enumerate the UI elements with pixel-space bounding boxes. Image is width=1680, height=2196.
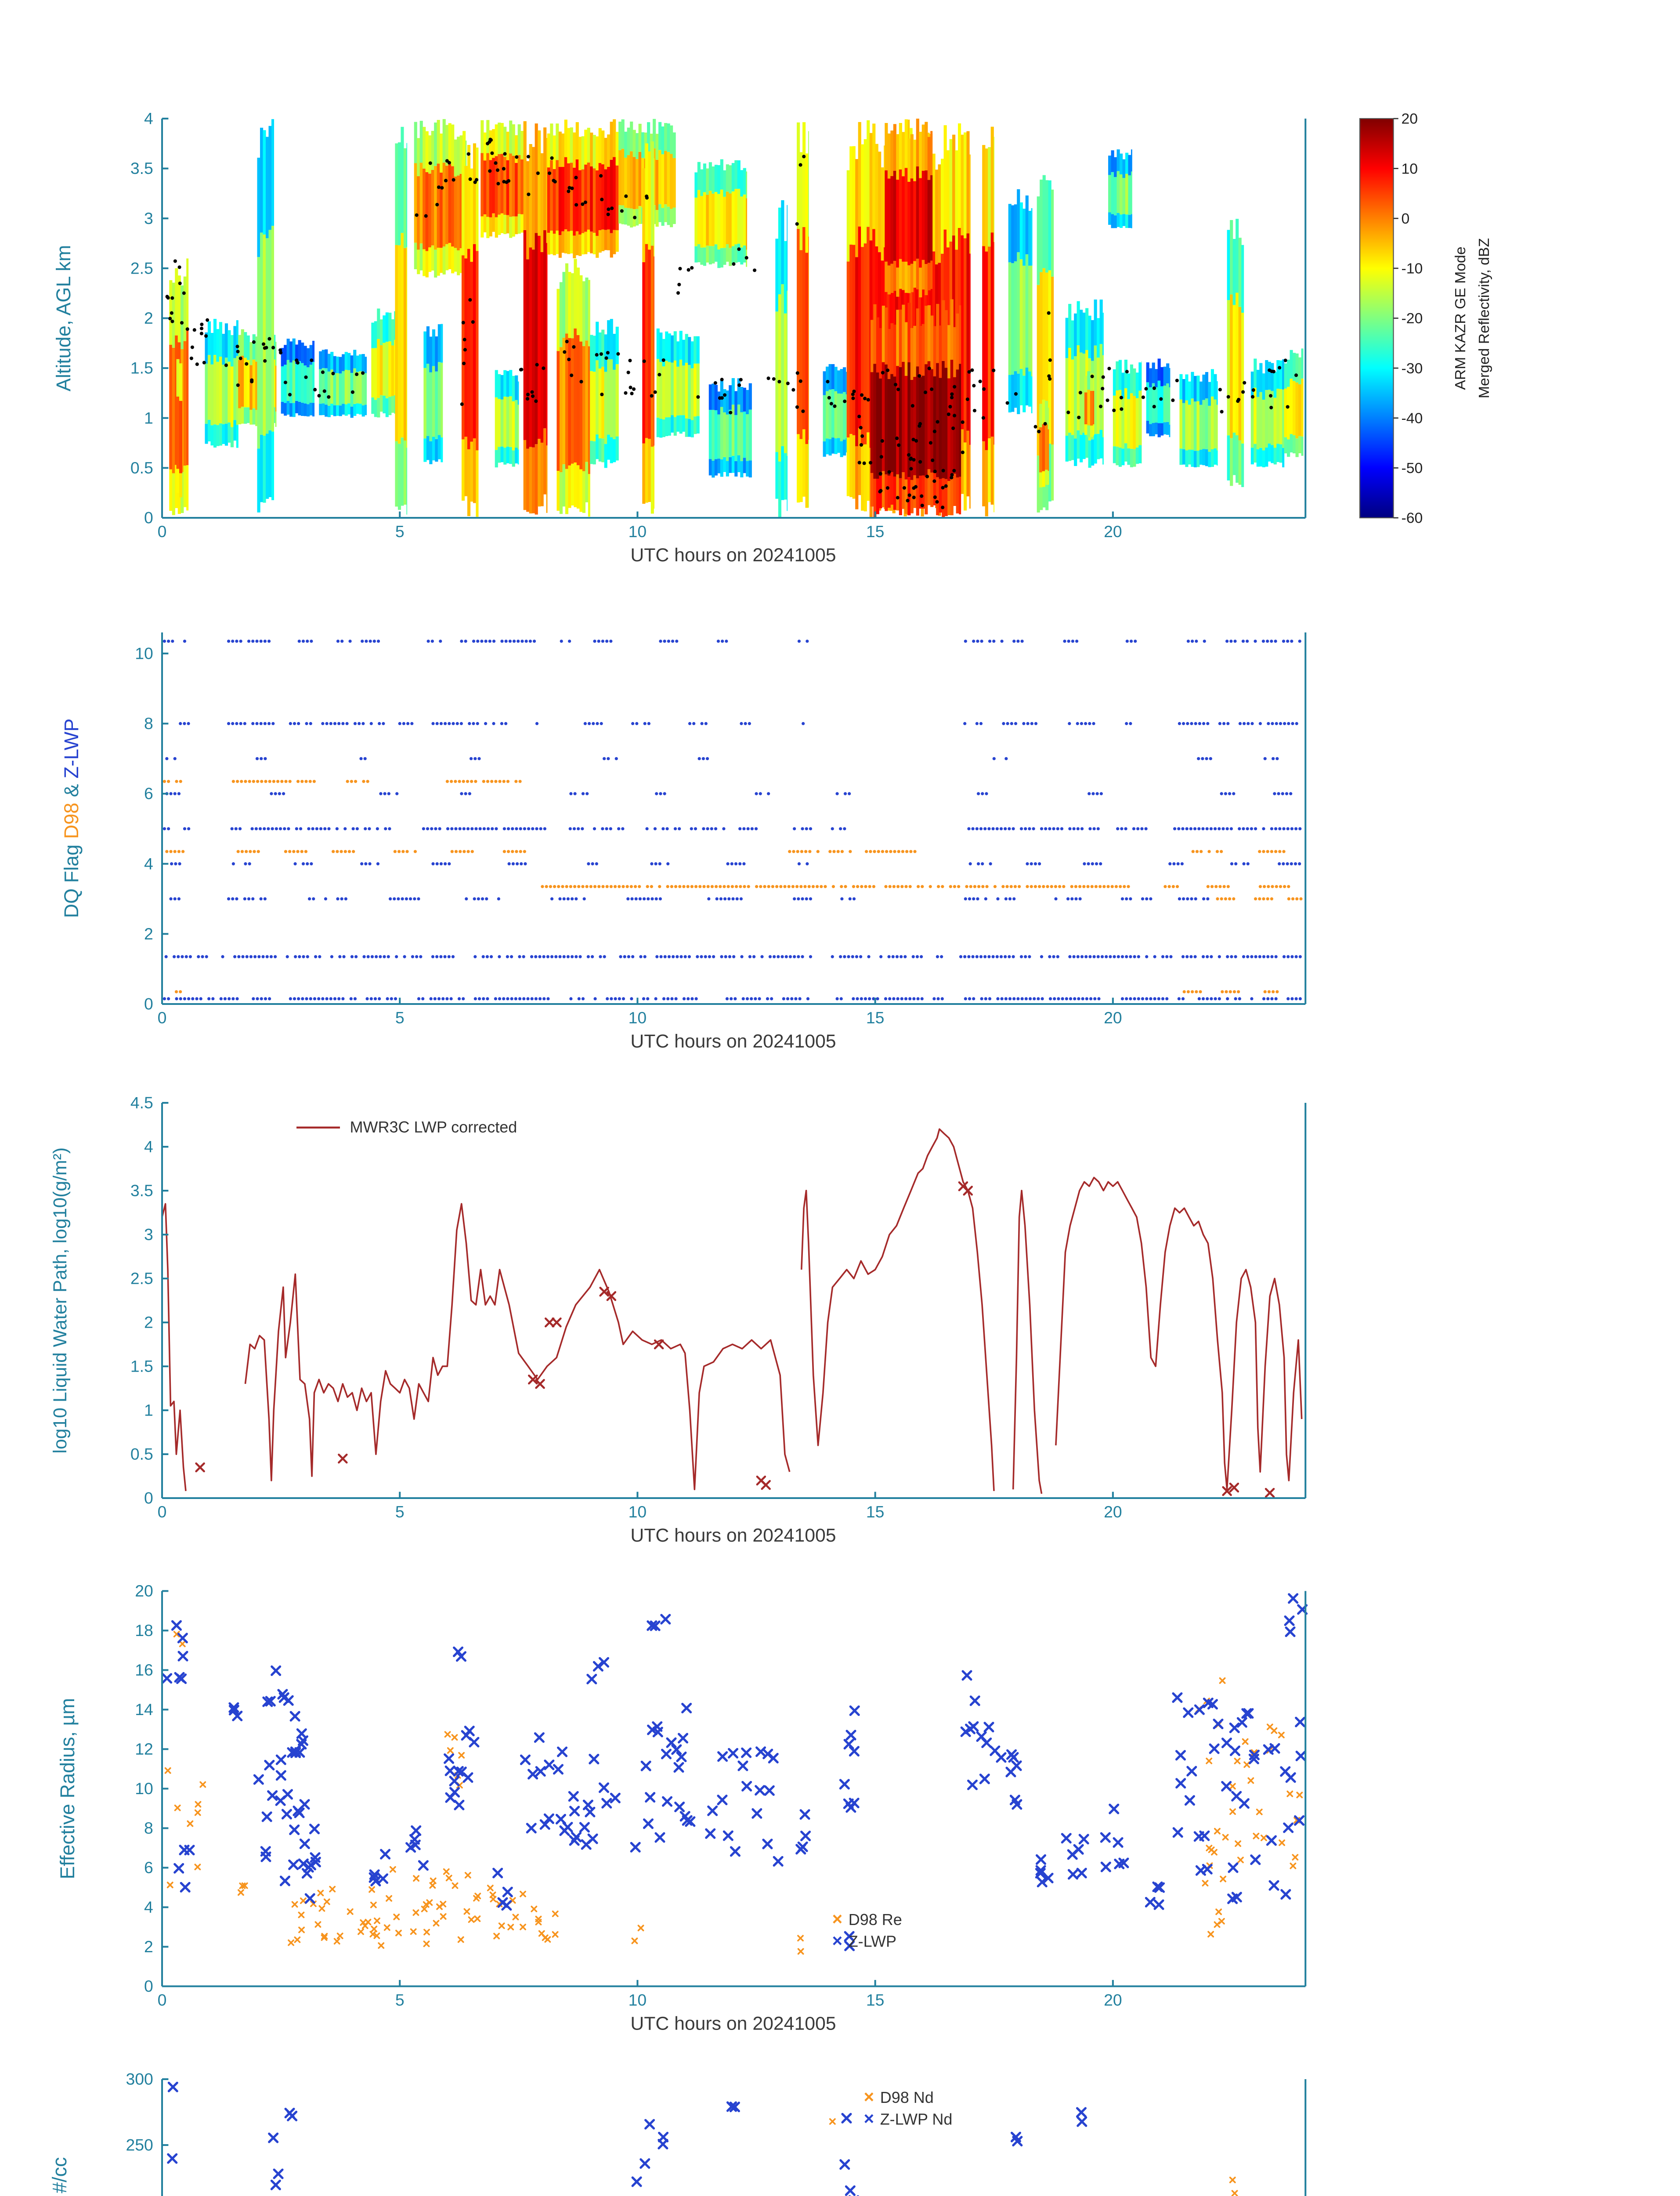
svg-text:18: 18 [135,1621,153,1640]
svg-text:6: 6 [144,1858,153,1877]
svg-text:3: 3 [144,209,153,228]
dqflag-xlabel: UTC hours on 20241005 [630,1032,836,1054]
svg-text:4: 4 [144,1138,153,1156]
svg-text:0: 0 [158,522,167,541]
svg-text:2.5: 2.5 [130,259,153,277]
svg-text:-10: -10 [1402,260,1423,277]
svg-text:5: 5 [395,1008,405,1027]
svg-text:2: 2 [144,309,153,327]
svg-text:5: 5 [395,1991,405,2009]
svg-text:-40: -40 [1402,410,1423,426]
svg-text:4.5: 4.5 [130,1094,153,1112]
svg-text:0: 0 [144,509,153,527]
svg-text:3.5: 3.5 [130,159,153,177]
radius-xlabel: UTC hours on 20241005 [630,2014,836,2036]
dqflag-ylabel-part4: Z-LWP [62,718,84,779]
colorbar-label: ARM KAZR GE Mode Merged Reflectivity, dB… [1449,238,1496,398]
svg-text:0: 0 [144,995,153,1013]
svg-text:20: 20 [1104,522,1122,541]
svg-text:1.5: 1.5 [130,1357,153,1376]
svg-text:4: 4 [144,109,153,128]
svg-text:10: 10 [135,644,153,662]
svg-text:20: 20 [1104,1991,1122,2009]
x-marker-icon: × [863,2109,874,2129]
radius-legend-zlwp: Z-LWP [848,1933,897,1951]
svg-text:2: 2 [144,1313,153,1332]
svg-text:8: 8 [144,714,153,733]
lwp-legend-label: MWR3C LWP corrected [350,1119,517,1137]
svg-text:10: 10 [629,1991,647,2009]
svg-text:15: 15 [866,1503,885,1521]
svg-text:15: 15 [866,522,885,541]
svg-text:0: 0 [158,1503,167,1521]
svg-text:10: 10 [629,522,647,541]
svg-text:-50: -50 [1402,460,1423,477]
svg-text:16: 16 [135,1661,153,1679]
svg-text:-30: -30 [1402,360,1423,377]
svg-text:0: 0 [144,1977,153,1995]
droplet-legend: × D98 Nd × Z-LWP Nd [864,2087,953,2131]
droplet-legend-zlwp: Z-LWP Nd [880,2111,953,2129]
svg-text:20: 20 [1104,1503,1122,1521]
dqflag-ylabel-part1: DQ Flag [62,839,84,918]
svg-text:14: 14 [135,1700,153,1719]
lwp-ylabel: log10 Liquid Water Path, log10(g/m²) [50,1147,72,1454]
x-marker-icon: × [863,2087,874,2107]
radius-legend-d98: D98 Re [848,1911,902,1929]
reflectivity-ylabel: Altitude, AGL km [54,245,76,392]
reflectivity-xlabel: UTC hours on 20241005 [630,545,836,567]
x-marker-icon: × [832,1909,843,1929]
svg-text:0: 0 [158,1991,167,2009]
radius-ylabel: Effective Radius, µm [58,1698,80,1879]
svg-text:12: 12 [135,1740,153,1758]
svg-text:0: 0 [1402,210,1410,227]
dqflag-ylabel: DQ Flag D98 & Z-LWP [62,719,84,918]
svg-text:3: 3 [144,1225,153,1244]
svg-text:15: 15 [866,1991,885,2009]
svg-text:10: 10 [629,1008,647,1027]
svg-text:2.5: 2.5 [130,1269,153,1288]
svg-text:5: 5 [395,1503,405,1521]
lwp-legend: MWR3C LWP corrected [296,1119,517,1137]
svg-text:1.5: 1.5 [130,359,153,377]
svg-text:0.5: 0.5 [130,1445,153,1463]
lwp-xlabel: UTC hours on 20241005 [630,1526,836,1548]
svg-text:10: 10 [1402,160,1418,177]
svg-text:5: 5 [395,522,405,541]
lwp-line-swatch-icon [296,1127,340,1129]
svg-text:15: 15 [866,1008,885,1027]
x-marker-icon: × [832,1931,843,1951]
svg-text:20: 20 [1402,111,1418,127]
svg-text:8: 8 [144,1819,153,1837]
svg-text:3.5: 3.5 [130,1181,153,1200]
svg-text:0.5: 0.5 [130,459,153,477]
droplet-ylabel: Droplet Concentration, #/cc [51,2157,72,2196]
svg-text:10: 10 [135,1779,153,1798]
svg-text:2: 2 [144,1937,153,1956]
colorbar-label-line2: Merged Reflectivity, dBZ [1474,238,1492,399]
svg-text:4: 4 [144,1898,153,1916]
dqflag-ylabel-part3: & [62,778,84,803]
radius-legend: × D98 Re × Z-LWP [832,1909,902,1953]
droplet-legend-d98: D98 Nd [880,2089,934,2107]
svg-text:-20: -20 [1402,310,1423,327]
svg-text:1: 1 [144,408,153,427]
svg-text:1: 1 [144,1401,153,1419]
dqflag-ylabel-part2: D98 [62,802,84,839]
colorbar-label-line1: ARM KAZR GE Mode [1451,246,1470,390]
svg-text:300: 300 [126,2070,153,2088]
svg-text:250: 250 [126,2136,153,2154]
svg-text:10: 10 [629,1503,647,1521]
svg-text:6: 6 [144,784,153,803]
svg-text:4: 4 [144,854,153,873]
svg-text:20: 20 [1104,1008,1122,1027]
svg-text:0: 0 [144,1489,153,1507]
svg-text:0: 0 [158,1008,167,1027]
svg-text:2: 2 [144,925,153,943]
svg-text:-60: -60 [1402,510,1423,527]
svg-text:20: 20 [135,1582,153,1600]
